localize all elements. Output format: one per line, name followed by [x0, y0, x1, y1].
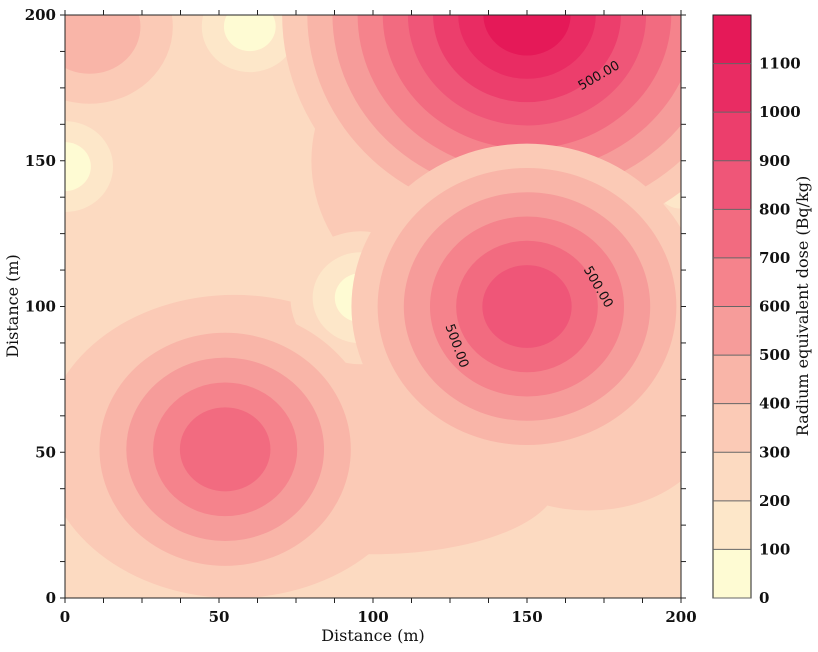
low-spot-ring — [223, 15, 276, 52]
y-tick-label: 200 — [25, 6, 56, 24]
x-axis-title: Distance (m) — [321, 626, 425, 645]
hot-spot-1 — [351, 143, 681, 470]
colorbar-label: 700 — [759, 249, 790, 267]
colorbar-label: 200 — [759, 492, 790, 510]
colorbar-label: 400 — [759, 395, 790, 413]
colorbar-label: 600 — [759, 298, 790, 316]
y-axis-title: Distance (m) — [3, 254, 22, 358]
colorbar-label: 500 — [759, 346, 790, 364]
colorbar-segment — [713, 500, 751, 550]
hot-spot-ring — [65, 15, 141, 74]
y-tick-label: 150 — [25, 152, 56, 170]
colorbar-segment — [713, 257, 751, 307]
colorbar-segment — [713, 549, 751, 598]
x-tick-label: 150 — [511, 608, 542, 626]
hot-spot-ring — [179, 407, 271, 492]
axis-ticks: 0 50 100 150 200 0 50 100 150 200 — [25, 6, 697, 626]
x-tick-label: 200 — [665, 608, 696, 626]
colorbar-segment — [713, 15, 751, 64]
low-spot-2 — [65, 100, 136, 234]
hot-spot-ring — [482, 265, 572, 348]
colorbar-segment — [713, 306, 751, 356]
colorbar-segment — [713, 355, 751, 404]
low-spot-0 — [179, 15, 321, 94]
colorbar-title: Radium equivalent dose (Bq/kg) — [793, 176, 812, 436]
colorbar-segment — [713, 112, 751, 161]
colorbar-segment — [713, 160, 751, 210]
colorbar-label: 800 — [759, 200, 790, 218]
colorbar-segment — [713, 209, 751, 258]
colorbar-label: 1100 — [759, 55, 801, 73]
hot-spot-2 — [72, 307, 378, 591]
colorbar-label: 100 — [759, 540, 790, 558]
colorbar-label: 0 — [759, 589, 769, 607]
low-spot-ring — [65, 142, 91, 192]
y-tick-label: 50 — [35, 443, 56, 461]
colorbar-label: 300 — [759, 443, 790, 461]
hot-spot-ring — [483, 15, 571, 56]
colorbar-label: 900 — [759, 152, 790, 170]
x-tick-label: 100 — [357, 608, 388, 626]
hot-spot-3 — [65, 15, 173, 104]
y-tick-label: 100 — [25, 298, 56, 316]
colorbar-segment — [713, 452, 751, 501]
colorbar-label: 1000 — [759, 103, 801, 121]
colorbar-segment — [713, 403, 751, 453]
colorbar: 0 100 200 300 400 500 600 700 800 900 1000 1100 — [712, 14, 801, 607]
colorbar-segment — [713, 63, 751, 113]
x-tick-label: 0 — [60, 608, 70, 626]
x-tick-label: 50 — [209, 608, 230, 626]
y-tick-label: 0 — [46, 589, 56, 607]
